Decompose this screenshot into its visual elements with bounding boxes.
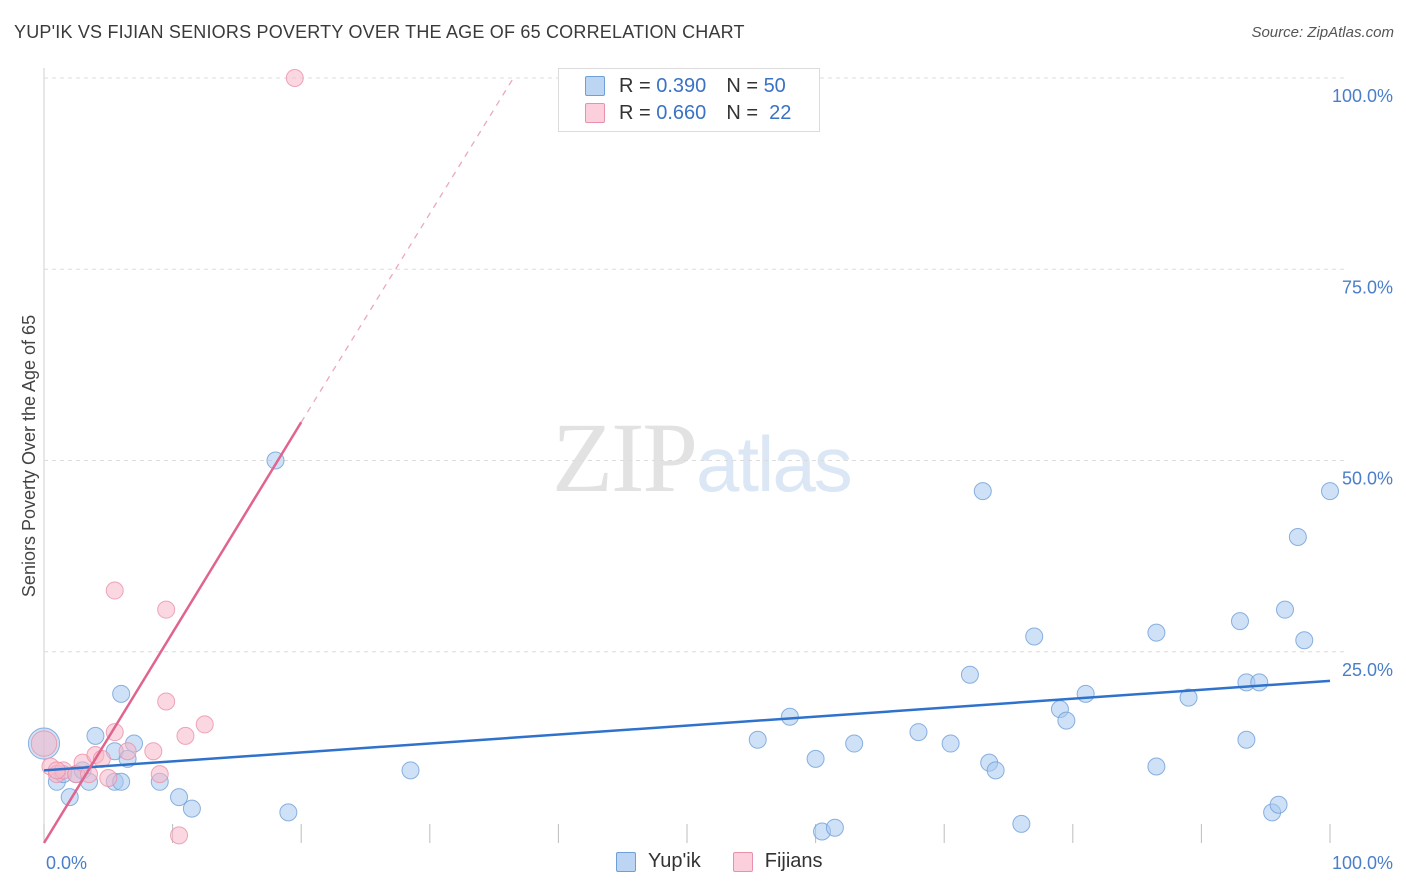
point-yupik bbox=[1076, 684, 1095, 703]
series-swatch-yupik bbox=[616, 851, 636, 872]
point-yupik bbox=[279, 803, 298, 822]
trendline-fijians bbox=[42, 421, 303, 844]
point-yupik bbox=[1321, 482, 1339, 501]
point-yupik bbox=[1295, 631, 1314, 650]
point-fijians bbox=[30, 730, 58, 757]
trendline-yupik bbox=[43, 679, 1331, 772]
point-yupik bbox=[1012, 814, 1031, 833]
point-yupik bbox=[1057, 711, 1076, 730]
legend-r-value: 0.390 bbox=[656, 74, 707, 97]
y-tick-label: 75.0% bbox=[1342, 277, 1393, 297]
legend-swatch-fijians bbox=[585, 103, 605, 123]
legend-r-value: 0.660 bbox=[656, 101, 707, 124]
chart-title: YUP'IK VS FIJIAN SENIORS POVERTY OVER TH… bbox=[14, 22, 745, 42]
point-yupik bbox=[941, 734, 960, 753]
legend-n-value: 22 bbox=[769, 101, 792, 124]
series-label-yupik: Yup'ik bbox=[648, 850, 701, 872]
source-credit: Source: ZipAtlas.com bbox=[1251, 24, 1394, 41]
point-yupik bbox=[1275, 600, 1294, 619]
point-yupik bbox=[112, 684, 131, 703]
legend-swatch-yupik bbox=[585, 76, 605, 96]
legend-row-yupik: R = 0.390 N = 50 bbox=[585, 73, 786, 99]
point-fijians bbox=[99, 768, 118, 787]
legend-n-label: N = bbox=[726, 74, 758, 97]
point-fijians bbox=[195, 715, 214, 734]
point-fijians bbox=[144, 742, 163, 761]
point-yupik bbox=[825, 818, 844, 837]
series-legend: Yup'ik Fijians bbox=[616, 850, 823, 873]
point-fijians bbox=[157, 600, 176, 619]
legend-r-label: R = bbox=[619, 74, 651, 97]
point-yupik bbox=[986, 761, 1005, 780]
series-swatch-fijians bbox=[732, 851, 753, 872]
legend-row-fijians: R = 0.660 N = 22 bbox=[585, 100, 791, 126]
point-yupik bbox=[973, 482, 992, 501]
point-fijians bbox=[150, 765, 169, 784]
point-yupik bbox=[1025, 627, 1044, 646]
point-yupik bbox=[845, 734, 864, 753]
y-tick-label: 50.0% bbox=[1342, 469, 1393, 489]
trendline-extension-fijians bbox=[300, 77, 514, 423]
x-tick-label: 100.0% bbox=[1332, 853, 1393, 873]
watermark-atlas: atlas bbox=[696, 420, 853, 508]
point-yupik bbox=[401, 761, 420, 780]
point-yupik bbox=[1269, 795, 1288, 814]
point-yupik bbox=[748, 730, 767, 749]
legend-n-label: N = bbox=[726, 101, 758, 124]
point-yupik bbox=[1179, 688, 1198, 707]
point-yupik bbox=[1147, 623, 1166, 642]
point-fijians bbox=[176, 726, 195, 745]
y-tick-label: 100.0% bbox=[1332, 86, 1393, 106]
point-fijians bbox=[157, 692, 176, 711]
point-yupik bbox=[1288, 528, 1307, 546]
point-fijians bbox=[285, 69, 304, 87]
series-label-fijians: Fijians bbox=[764, 850, 823, 872]
watermark: ZIPatlas bbox=[552, 400, 853, 515]
point-fijians bbox=[170, 826, 189, 845]
legend-n-value: 50 bbox=[763, 74, 786, 97]
stats-legend: R = 0.390 N = 50 R = 0.660 N = 22 bbox=[558, 68, 820, 132]
point-yupik bbox=[909, 723, 928, 742]
point-fijians bbox=[118, 742, 137, 761]
point-yupik bbox=[170, 788, 189, 807]
point-yupik bbox=[960, 665, 979, 684]
point-fijians bbox=[105, 581, 124, 600]
point-yupik bbox=[1250, 673, 1269, 692]
point-yupik bbox=[86, 726, 105, 745]
point-yupik bbox=[182, 799, 201, 818]
point-yupik bbox=[1237, 730, 1256, 749]
y-tick-label: 25.0% bbox=[1342, 660, 1393, 680]
legend-r-label: R = bbox=[619, 101, 651, 124]
y-axis-label: Seniors Poverty Over the Age of 65 bbox=[19, 315, 39, 597]
x-tick-label: 0.0% bbox=[46, 853, 87, 873]
watermark-zip: ZIP bbox=[552, 402, 698, 513]
point-yupik bbox=[1147, 757, 1166, 776]
point-yupik bbox=[1230, 612, 1249, 631]
point-yupik bbox=[806, 749, 825, 768]
